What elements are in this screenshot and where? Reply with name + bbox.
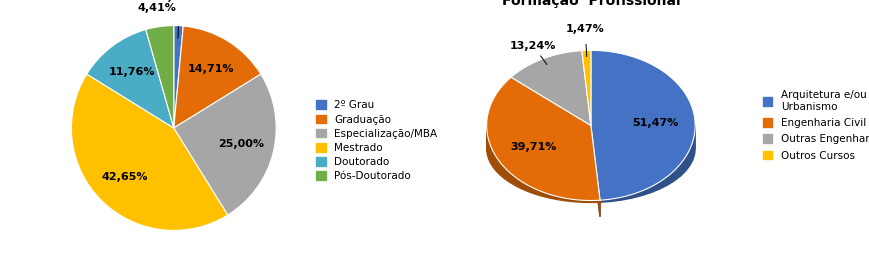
Text: 11,76%: 11,76% (109, 67, 155, 77)
Polygon shape (600, 126, 695, 202)
Polygon shape (487, 127, 600, 202)
Wedge shape (87, 29, 174, 128)
Title: Formação  Profissional: Formação Profissional (501, 0, 680, 8)
Polygon shape (591, 125, 600, 217)
Text: 1,47%: 1,47% (566, 24, 605, 34)
Text: 13,24%: 13,24% (510, 40, 556, 50)
Wedge shape (174, 26, 183, 128)
Wedge shape (174, 74, 276, 215)
Wedge shape (71, 74, 228, 230)
Text: 51,47%: 51,47% (633, 119, 679, 129)
Text: 39,71%: 39,71% (510, 142, 557, 152)
Polygon shape (487, 77, 600, 200)
Legend: Arquitetura e/ou
Urbanismo, Engenharia Civil, Outras Engenharias, Outros Cursos: Arquitetura e/ou Urbanismo, Engenharia C… (759, 86, 869, 165)
Text: 14,71%: 14,71% (187, 64, 234, 74)
Legend: 2º Grau, Graduação, Especialização/MBA, Mestrado, Doutorado, Pós-Doutorado: 2º Grau, Graduação, Especialização/MBA, … (312, 96, 441, 185)
Polygon shape (582, 50, 591, 125)
Text: 4,41%: 4,41% (137, 3, 176, 13)
Wedge shape (174, 26, 261, 128)
Wedge shape (146, 26, 174, 128)
Text: 25,00%: 25,00% (219, 139, 264, 149)
Text: 1,47%: 1,47% (161, 0, 199, 2)
Text: 42,65%: 42,65% (102, 172, 148, 182)
Polygon shape (511, 51, 591, 125)
Polygon shape (591, 125, 600, 217)
Polygon shape (591, 50, 695, 200)
